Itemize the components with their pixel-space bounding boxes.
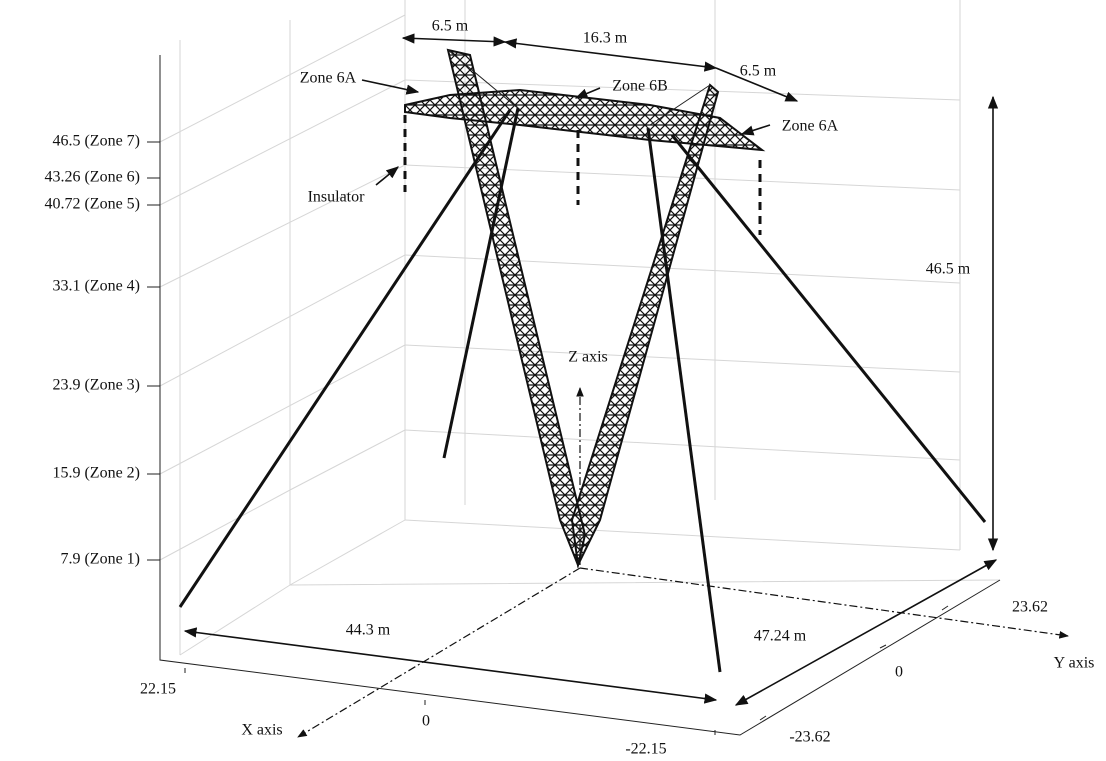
z-tick-label: 15.9 (Zone 2) — [52, 465, 140, 482]
dimension-label: 16.3 m — [583, 30, 628, 47]
dimension-label: 44.3 m — [346, 622, 391, 639]
dimension-arrows — [185, 38, 996, 705]
insulator-label: Insulator — [308, 189, 366, 206]
z-axis-label: Z axis — [568, 349, 608, 366]
x-tick-label: -22.15 — [625, 741, 666, 758]
dimension-label: 6.5 m — [432, 18, 469, 35]
dimension-label: 46.5 m — [926, 261, 971, 278]
x-tick-label: 22.15 — [140, 681, 176, 698]
x-axis-label: X axis — [241, 722, 282, 739]
zone-label: Zone 6B — [612, 78, 668, 95]
guy-wires — [180, 108, 985, 672]
z-tick-label: 46.5 (Zone 7) — [52, 133, 140, 150]
z-tick-label: 40.72 (Zone 5) — [44, 196, 140, 213]
x-tick-label: 0 — [422, 713, 430, 730]
z-tick-label: 33.1 (Zone 4) — [52, 278, 140, 295]
axes-box — [147, 55, 1000, 735]
z-tick-label: 23.9 (Zone 3) — [52, 377, 140, 394]
z-tick-label: 43.26 (Zone 6) — [44, 169, 140, 186]
y-tick-label: 0 — [895, 664, 903, 681]
y-axis-label: Y axis — [1054, 655, 1095, 672]
tower-diagram: 46.5 (Zone 7) 43.26 (Zone 6) 40.72 (Zone… — [0, 0, 1106, 761]
z-tick-label: 7.9 (Zone 1) — [60, 551, 140, 568]
dimension-label: 6.5 m — [740, 63, 777, 80]
tower — [405, 50, 762, 565]
dimension-label: 47.24 m — [754, 628, 807, 645]
coordinate-axes — [298, 388, 1068, 737]
y-tick-label: 23.62 — [1012, 599, 1048, 616]
zone-label: Zone 6A — [782, 118, 839, 135]
y-tick-label: -23.62 — [789, 729, 830, 746]
zone-label: Zone 6A — [300, 70, 357, 87]
